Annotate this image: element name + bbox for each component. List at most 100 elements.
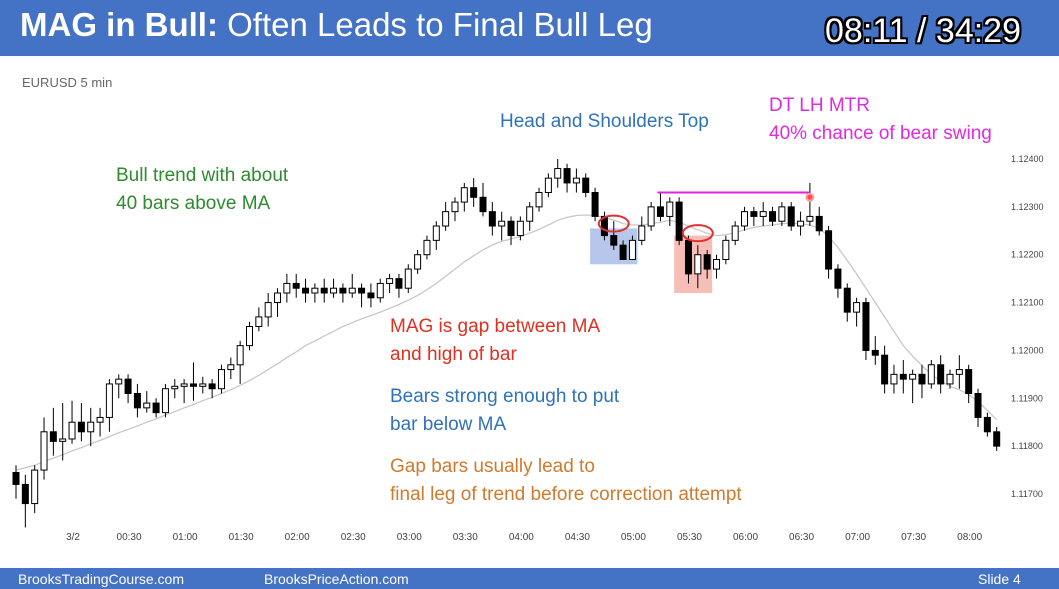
bears-line-1: Bears strong enough to put	[390, 386, 620, 407]
candle	[544, 173, 552, 198]
candle	[797, 211, 805, 236]
candle	[731, 221, 739, 246]
bull-candle-body	[115, 378, 123, 385]
bull-candle-body	[713, 259, 720, 270]
moving-average-line	[15, 214, 998, 471]
candles-layer	[12, 159, 1001, 528]
candle	[498, 211, 506, 241]
candle	[563, 163, 571, 193]
bull-candle-body	[955, 369, 963, 375]
candle	[59, 403, 67, 461]
bear-candle-body	[769, 211, 777, 222]
slide-footer: BrooksTradingCourse.com BrooksPriceActio…	[0, 568, 1059, 589]
x-tick-label: 08:00	[957, 532, 982, 543]
candle	[77, 403, 85, 442]
bull-trend-line-2: 40 bars above MA	[116, 193, 271, 214]
title-rest-part: Often Leads to Final Bull Leg	[217, 6, 653, 43]
bears-line-2: bar below MA	[390, 414, 507, 435]
candle	[311, 283, 319, 303]
bull-candle-body	[759, 211, 767, 217]
bull-candle-body	[853, 302, 861, 313]
candle	[404, 264, 412, 293]
chart-overlays	[590, 228, 713, 293]
candle	[171, 379, 179, 399]
bear-candle-body	[843, 287, 851, 313]
bears-annotation: Bears strong enough to put bar below MA	[390, 383, 619, 439]
bull-candle-body	[143, 402, 151, 409]
bull-candle-body	[348, 287, 356, 294]
candle	[881, 345, 889, 394]
y-tick-label: 1.12300	[1011, 202, 1044, 212]
bull-candle-body	[283, 282, 291, 294]
candle	[591, 187, 599, 222]
footer-center-link[interactable]: BrooksPriceAction.com	[264, 571, 409, 587]
candle	[395, 273, 403, 298]
candle	[806, 182, 814, 226]
candle	[965, 364, 973, 404]
candle	[152, 398, 160, 418]
bull-candle-body	[694, 254, 702, 275]
candle	[927, 360, 935, 389]
candle	[918, 364, 926, 399]
candle	[983, 412, 991, 437]
candle	[582, 173, 590, 198]
candle	[115, 374, 123, 399]
candle	[946, 369, 954, 389]
bull-candle-body	[909, 373, 917, 380]
bull-candle-body	[544, 177, 552, 194]
candle	[451, 197, 459, 222]
bear-candle-body	[825, 230, 833, 270]
candle	[330, 278, 338, 298]
bear-candle-body	[479, 196, 487, 213]
bull-candle-body	[217, 369, 225, 390]
bull-candle-body	[554, 168, 562, 179]
candle	[180, 379, 188, 404]
bear-candle-body	[292, 282, 300, 289]
candle	[694, 245, 702, 289]
candle	[40, 417, 48, 480]
y-tick-label: 1.11700	[1011, 489, 1043, 499]
double-top-line-1: DT LH MTR	[769, 95, 870, 116]
mag-annotation: MAG is gap between MA and high of bar	[390, 313, 600, 369]
candle	[516, 216, 524, 241]
bull-candle-body	[806, 215, 814, 222]
y-axis: 1.12400 1.12300 1.12200 1.12100 1.12000 1.119…	[1011, 154, 1044, 499]
candle	[386, 273, 394, 293]
bull-candle-body	[171, 385, 179, 390]
bull-candle-body	[105, 383, 113, 418]
candle	[853, 297, 861, 327]
candle	[554, 159, 562, 188]
y-tick-label: 1.11900	[1011, 393, 1043, 403]
gap-bars-annotation: Gap bars usually lead to final leg of tr…	[390, 453, 742, 509]
bull-candle-body	[246, 326, 253, 347]
bear-candle-body	[507, 220, 515, 237]
candle	[255, 307, 263, 332]
candlestick-chart: EURUSD 5 min 1.12400 1.12300 1.12200 1.1210…	[12, 75, 1044, 543]
candle	[722, 235, 730, 265]
bear-candle-body	[367, 292, 375, 299]
candle	[274, 288, 282, 317]
footer-left-link[interactable]: BrooksTradingCourse.com	[18, 571, 184, 587]
x-tick-label: 03:00	[397, 532, 422, 543]
bull-candle-body	[255, 316, 263, 327]
double-top-dot	[805, 192, 815, 202]
candle	[647, 202, 655, 231]
candle	[199, 376, 207, 394]
gap-bars-line-1: Gap bars usually lead to	[390, 456, 595, 477]
candle	[759, 202, 767, 226]
x-tick-label: 04:00	[509, 532, 534, 543]
candle	[208, 379, 216, 399]
bull-candle-body	[404, 268, 412, 289]
mag-line-1: MAG is gap between MA	[390, 316, 601, 337]
candle	[778, 202, 786, 226]
x-tick-label: 04:30	[565, 532, 590, 543]
x-tick-label: 02:30	[341, 532, 366, 543]
candle	[376, 278, 384, 303]
x-tick-label: 01:00	[173, 532, 198, 543]
bull-candle-body	[180, 383, 188, 387]
bear-candle-body	[77, 421, 85, 433]
candle	[750, 206, 758, 226]
bear-candle-body	[656, 206, 664, 217]
candle	[535, 187, 543, 212]
bear-candle-body	[918, 373, 926, 385]
